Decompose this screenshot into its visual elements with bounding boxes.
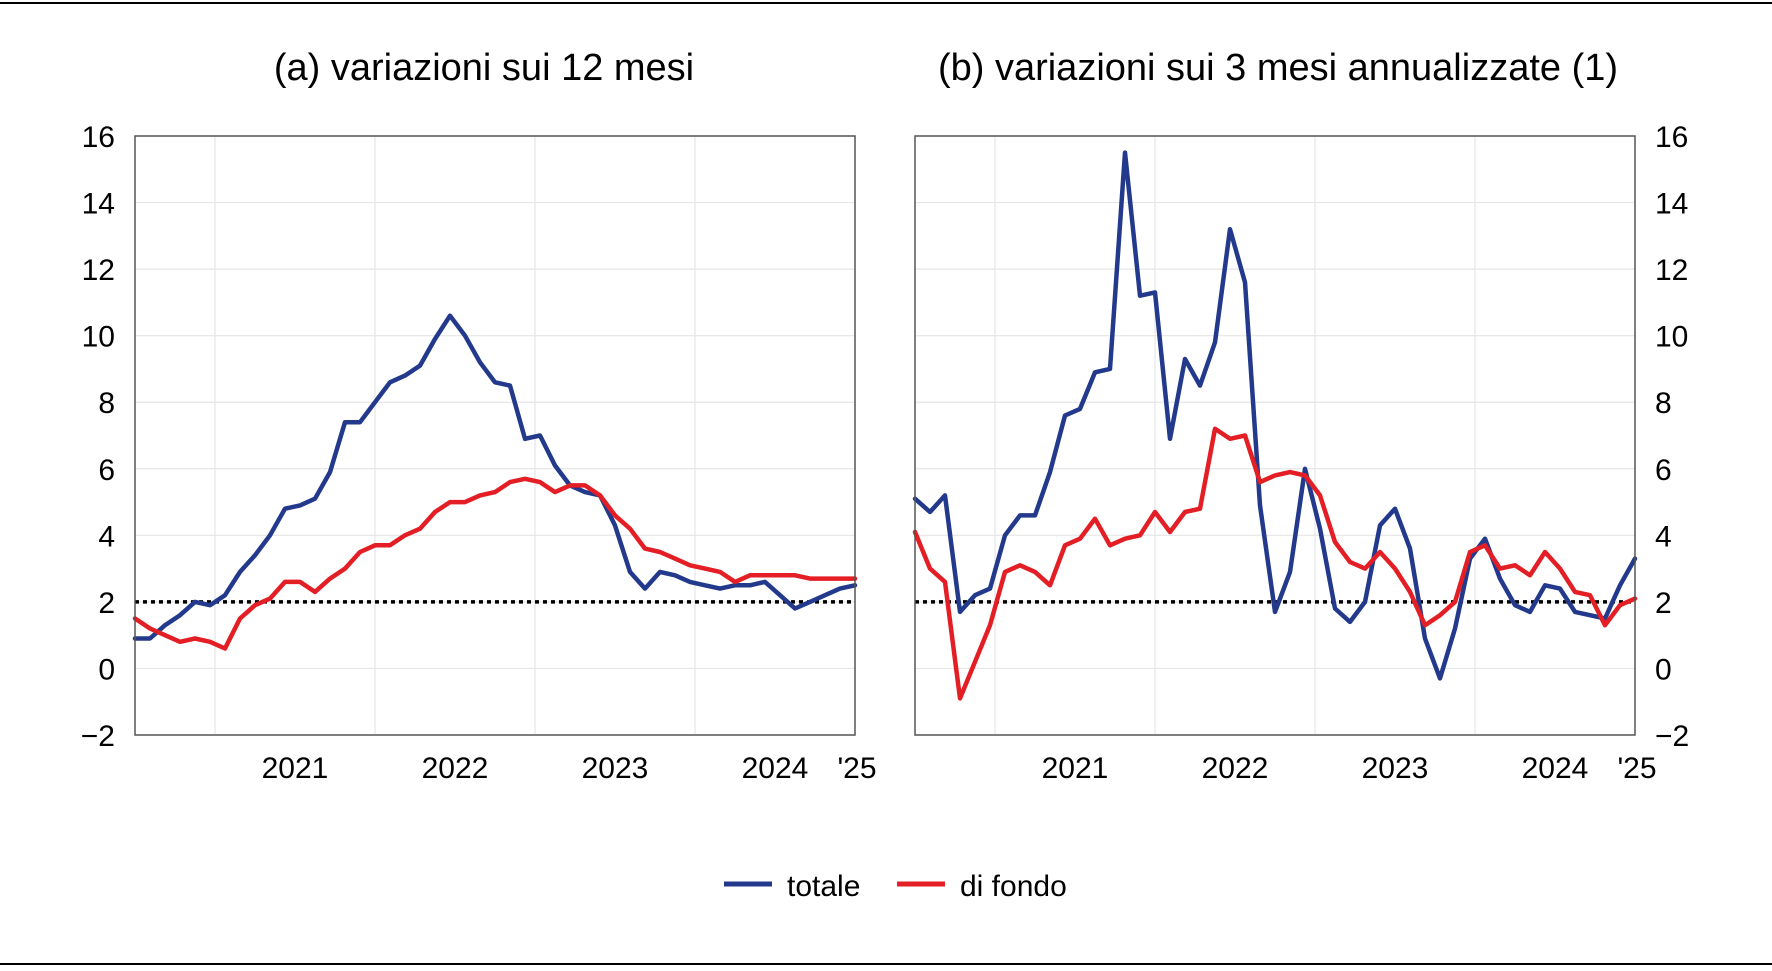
panel-a-ticks: −2 0 2 4 6 8 10 12 14 16 2021 2022 2023 2024 '25 (81, 121, 877, 785)
panel-b-grid (915, 135, 1635, 736)
panel-a-y-tick-label: 14 (82, 188, 115, 221)
panel-a-x-tick-label: 2022 (422, 752, 489, 785)
top-rule (0, 2, 1772, 4)
panel-a-y-tick-label: 12 (82, 254, 115, 287)
panel-a-frame (134, 135, 856, 736)
panel-b-x-tick-label: '25 (1617, 752, 1656, 785)
panel-a-y-tick-label: −2 (81, 720, 115, 753)
panel-a-x-tick-label: 2021 (262, 752, 329, 785)
panel-a-x-tick-label: 2024 (742, 752, 809, 785)
panel-a-series-di-fondo (132, 476, 858, 651)
panel-b-x-tick-label: 2023 (1362, 752, 1429, 785)
panel-b-series (912, 150, 1638, 701)
legend-item-di-fondo: di fondo (897, 870, 1067, 903)
panel-b: (b) variazioni sui 3 mesi annualizzate (… (912, 47, 1690, 785)
legend-item-totale: totale (724, 870, 860, 903)
panel-b-x-tick-label: 2022 (1202, 752, 1269, 785)
panel-b-series-di-fondo (912, 426, 1638, 701)
legend-label-totale: totale (787, 870, 860, 903)
panel-b-y-tick-label: −2 (1655, 720, 1689, 753)
panel-b-title: (b) variazioni sui 3 mesi annualizzate (… (938, 47, 1618, 89)
bottom-rule (0, 963, 1772, 965)
panel-b-series-totale (912, 150, 1638, 681)
panel-b-y-tick-label: 10 (1655, 321, 1688, 354)
panel-a: (a) variazioni sui 12 mesi −2 0 2 4 6 8 10 12 14… (81, 47, 877, 785)
panel-b-y-tick-label: 6 (1655, 454, 1672, 487)
legend: totale di fondo (724, 870, 1067, 903)
panel-b-y-tick-label: 12 (1655, 254, 1688, 287)
panel-a-series (132, 313, 858, 651)
panel-a-grid (135, 135, 855, 736)
panel-a-y-tick-label: 0 (98, 653, 115, 686)
legend-label-di-fondo: di fondo (960, 870, 1067, 903)
panel-a-y-tick-label: 8 (98, 387, 115, 420)
panel-b-y-tick-label: 8 (1655, 387, 1672, 420)
panel-a-y-tick-label: 10 (82, 321, 115, 354)
panel-a-y-tick-label: 4 (98, 520, 115, 553)
panel-a-y-tick-label: 2 (98, 587, 115, 620)
panel-a-series-totale (132, 313, 858, 641)
panel-b-y-tick-label: 0 (1655, 653, 1672, 686)
panel-a-y-tick-label: 6 (98, 454, 115, 487)
panel-b-x-tick-label: 2024 (1522, 752, 1589, 785)
panel-b-ticks: −2 0 2 4 6 8 10 12 14 16 2021 2022 2023 2024 '25 (1042, 121, 1690, 785)
panel-b-y-tick-label: 2 (1655, 587, 1672, 620)
panel-b-y-tick-label: 14 (1655, 188, 1688, 221)
panel-b-frame (914, 135, 1636, 736)
panel-a-y-tick-label: 16 (82, 121, 115, 154)
panel-a-x-tick-label: 2023 (582, 752, 649, 785)
panel-a-title: (a) variazioni sui 12 mesi (274, 47, 694, 89)
panel-a-x-tick-label: '25 (837, 752, 876, 785)
panel-b-y-tick-label: 4 (1655, 520, 1672, 553)
panel-b-x-tick-label: 2021 (1042, 752, 1109, 785)
panel-b-y-tick-label: 16 (1655, 121, 1688, 154)
